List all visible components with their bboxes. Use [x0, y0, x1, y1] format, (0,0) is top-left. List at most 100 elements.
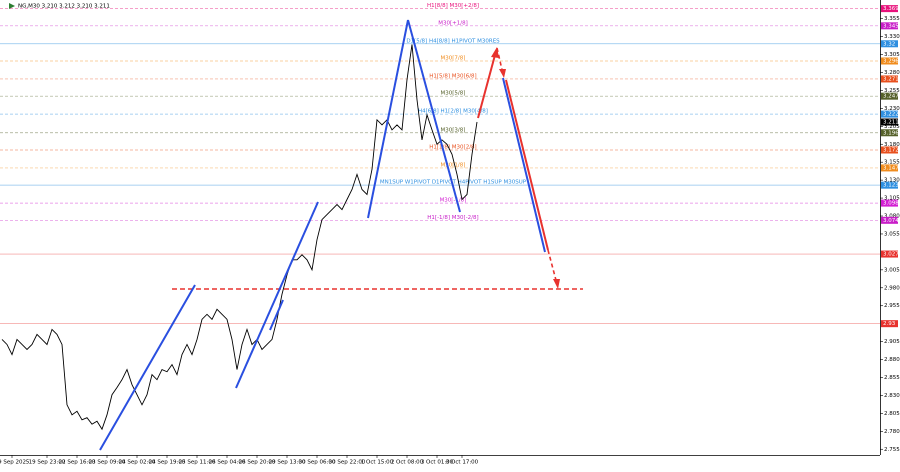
trend-line	[407, 19, 461, 213]
x-tick-label: 3 Oct 17:00	[446, 460, 479, 466]
level-label: H4[6/8] H1[2/8] M30[4/8]	[418, 109, 488, 115]
forecast-line	[477, 54, 496, 119]
price-tag-label: 3.196	[883, 130, 899, 136]
y-tick-label: 2.830	[884, 393, 900, 399]
y-tick-label: 2.905	[884, 339, 900, 345]
x-tick-label: 29 Sep 13:00	[269, 460, 306, 466]
price-tag	[881, 5, 898, 13]
arrow-head	[553, 279, 560, 289]
price-tag	[881, 40, 898, 48]
y-tick-label: 2.755	[884, 447, 900, 453]
level-label: H1[8/8] M30[+2/8]	[427, 3, 479, 9]
x-tick-label: 26 Sep 04:00	[209, 460, 246, 466]
level-label: M30[1/8]	[441, 162, 466, 168]
x-tick-label: 1 Oct 15:00	[361, 460, 394, 466]
x-tick-label: 24 Sep 19:00	[149, 460, 186, 466]
price-tag-label: 2.93	[883, 321, 896, 327]
forecast-line	[547, 249, 558, 285]
y-tick-label: 3.280	[884, 70, 900, 76]
price-tags: 3.3693.3453.323.2963.2713.2473.2223.1963…	[881, 5, 899, 328]
price-tag	[881, 22, 898, 30]
y-tick-label: 3.155	[884, 160, 900, 166]
level-label: D1[5/8] H4[8/8] H1PIVOT M30RES	[406, 38, 500, 44]
drawings	[99, 19, 583, 451]
y-tick-label: 2.955	[884, 303, 900, 309]
x-tick-label: 2 Oct 08:00	[391, 460, 424, 466]
y-tick-label: 3.180	[884, 142, 900, 148]
price-tag-label: 3.074	[883, 218, 899, 224]
level-label: M30[-1/8]	[440, 198, 467, 204]
y-tick-label: 3.255	[884, 88, 900, 94]
level-label: MN1SUP W1PIVOT D1PIVOT H4PIVOT H1SUP M30…	[380, 180, 527, 186]
y-tick-label: 3.055	[884, 231, 900, 237]
x-tick-label: 30 Sep 22:00	[329, 460, 366, 466]
price-tag-label: 3.147	[883, 165, 899, 171]
price-tag-label: 3.345	[883, 23, 899, 29]
price-tag-label: 3.32	[883, 41, 895, 47]
price-tag-label: 3.222	[883, 112, 899, 118]
price-tag-label: 3.271	[883, 76, 899, 82]
y-tick-label: 2.880	[884, 357, 900, 363]
y-tick-label: 3.130	[884, 178, 900, 184]
x-tick-label: 24 Sep 02:00	[119, 460, 156, 466]
price-tag-label: 3.123	[883, 183, 899, 189]
price-tag	[881, 146, 898, 154]
level-label: M30[3/8]	[441, 127, 466, 133]
forecast-line	[505, 79, 549, 251]
x-tick-label: 3 Oct 01:00	[421, 460, 454, 466]
price-tag	[881, 92, 898, 100]
x-tick-label: 23 Sep 09:00	[89, 460, 126, 466]
trend-line	[502, 77, 546, 253]
price-tag	[881, 164, 898, 172]
y-tick-label: 3.230	[884, 106, 900, 112]
level-label: H1[-1/8] M30[-2/8]	[427, 215, 478, 221]
y-tick-label: 3.080	[884, 214, 900, 220]
trend-line	[367, 19, 409, 219]
x-tick-label: 30 Sep 06:00	[299, 460, 336, 466]
y-tick-label: 3.330	[884, 34, 900, 40]
x-tick-label: 26 Sep 20:00	[239, 460, 276, 466]
last-price-tag	[881, 118, 898, 126]
price-tag-label: 3.369	[883, 6, 899, 12]
y-tick-label: 3.205	[884, 124, 900, 130]
y-tick-label: 3.355	[884, 16, 900, 22]
x-tick-label: 19 Sep 23:00	[29, 460, 66, 466]
price-tag-label: 3.098	[883, 201, 899, 207]
y-tick-label: 3.105	[884, 196, 900, 202]
x-tick-label: 22 Sep 16:00	[59, 460, 96, 466]
levels: H1[8/8] M30[+2/8] M30[+1/8] D1[5/8] H4[8/8…	[0, 3, 880, 325]
level-label: M30[7/8]	[441, 56, 466, 62]
y-tick-label: 2.980	[884, 285, 900, 291]
price-tag	[881, 320, 898, 328]
trend-line	[269, 299, 284, 331]
price-line	[1, 44, 478, 431]
y-tick-label: 3.005	[884, 267, 900, 273]
price-tag-label: 3.296	[883, 59, 899, 65]
x-tick-label: 19 Sep 2025	[0, 460, 30, 466]
level-label: H1[1/8] M30[2/8]	[429, 144, 476, 150]
y-tick-label: 3.305	[884, 52, 900, 58]
x-tick-label: 25 Sep 11:00	[179, 460, 216, 466]
y-tick-label: 2.805	[884, 411, 900, 417]
price-tag	[881, 57, 898, 65]
chart-title: NG,M30 3.210 3.212 3.210 3.211	[18, 4, 110, 10]
y-tick-label: 2.855	[884, 375, 900, 381]
price-tag	[881, 199, 898, 207]
price-tag-label: 3.172	[883, 147, 899, 153]
price-tag	[881, 75, 898, 83]
indicator-icon	[9, 3, 15, 9]
price-tag	[881, 110, 898, 118]
last-price-label: 3.211	[883, 120, 899, 126]
price-tag-label: 3.027	[883, 252, 899, 258]
axis: 3.355 3.330 3.305 3.280 3.255 3.230 3.205 3.180…	[0, 16, 900, 465]
price-series	[1, 44, 478, 431]
level-label: H1[5/8] M30[6/8]	[429, 73, 476, 79]
trend-line	[99, 284, 196, 451]
price-tag-label: 3.247	[883, 94, 899, 100]
price-tag	[881, 250, 898, 258]
trend-line	[235, 201, 319, 389]
price-tag	[881, 181, 898, 189]
level-label: M30[+1/8]	[438, 20, 468, 26]
